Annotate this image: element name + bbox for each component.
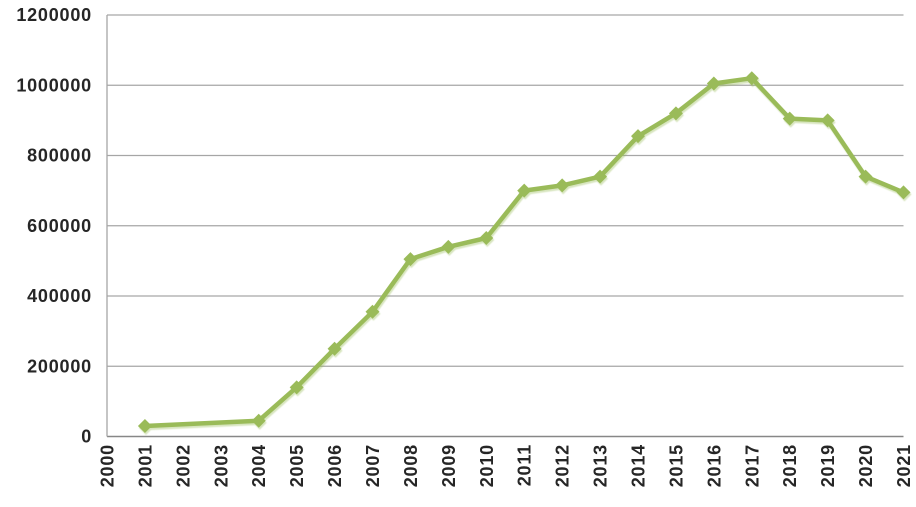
series-marker bbox=[251, 413, 266, 428]
series-marker bbox=[744, 71, 759, 86]
x-tick-label: 2009 bbox=[439, 444, 459, 487]
x-tick-label: 2013 bbox=[591, 444, 611, 487]
series-marker bbox=[555, 178, 570, 193]
x-tick-label: 2015 bbox=[666, 444, 686, 487]
x-tick-label: 2018 bbox=[780, 444, 800, 487]
x-tick-label: 2002 bbox=[173, 444, 193, 487]
y-tick-label: 200000 bbox=[27, 356, 92, 376]
series-marker bbox=[327, 341, 342, 356]
series-marker bbox=[631, 129, 645, 144]
series-marker bbox=[441, 239, 456, 254]
x-tick-label: 2001 bbox=[135, 444, 155, 487]
series-marker bbox=[479, 231, 494, 246]
x-tick-label: 2007 bbox=[363, 444, 383, 487]
x-tick-label: 2016 bbox=[704, 444, 724, 487]
y-tick-label: 600000 bbox=[27, 216, 92, 236]
series-marker bbox=[782, 111, 797, 126]
data-series bbox=[137, 71, 911, 433]
x-tick-label: 2020 bbox=[856, 444, 876, 487]
series-marker bbox=[137, 418, 152, 433]
series-marker bbox=[896, 185, 911, 200]
y-tick-label: 800000 bbox=[27, 146, 92, 166]
series-marker bbox=[403, 252, 418, 267]
series-marker bbox=[668, 106, 683, 121]
x-tick-label: 2010 bbox=[477, 444, 497, 487]
x-tick-label: 2021 bbox=[894, 444, 914, 487]
x-tick-label: 2004 bbox=[249, 444, 269, 487]
x-tick-label: 2008 bbox=[401, 444, 421, 487]
x-tick-label: 2006 bbox=[325, 444, 345, 487]
x-tick-label: 2005 bbox=[287, 444, 307, 487]
series-marker bbox=[820, 113, 835, 128]
x-tick-label: 2012 bbox=[553, 444, 573, 487]
x-tick-label: 2003 bbox=[211, 444, 231, 487]
series-marker bbox=[706, 76, 721, 91]
x-tick-label: 2017 bbox=[742, 444, 762, 487]
x-tick-label: 2011 bbox=[515, 444, 535, 486]
series-marker bbox=[289, 380, 304, 395]
y-tick-label: 0 bbox=[81, 427, 92, 447]
series-marker bbox=[593, 169, 608, 184]
series-marker bbox=[365, 304, 380, 319]
x-tick-label: 2019 bbox=[818, 444, 838, 487]
x-tick-label: 2014 bbox=[629, 444, 649, 487]
y-tick-label: 1000000 bbox=[16, 75, 92, 95]
x-tick-label: 2000 bbox=[98, 444, 118, 487]
y-tick-label: 1200000 bbox=[16, 5, 92, 25]
series-line bbox=[142, 75, 906, 429]
series-marker bbox=[858, 169, 873, 184]
y-tick-label: 400000 bbox=[27, 286, 92, 306]
series-marker bbox=[517, 183, 532, 198]
